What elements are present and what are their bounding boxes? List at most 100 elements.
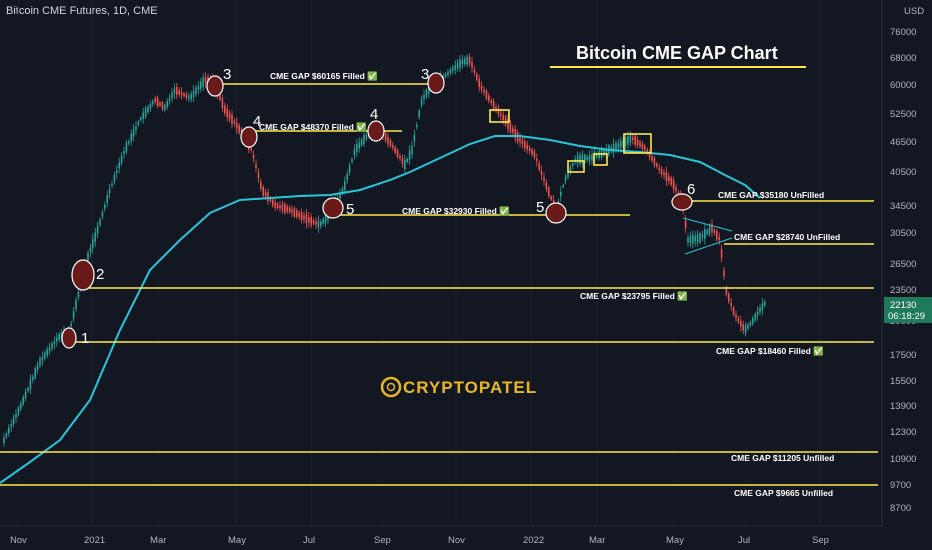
candle-body [159, 102, 161, 106]
candle-body [629, 135, 632, 143]
candle-body [94, 232, 96, 242]
candle-body [408, 150, 411, 160]
candle-body [89, 248, 92, 253]
candle-body [665, 172, 668, 181]
candle-body [123, 151, 125, 155]
time-tick-label: Mar [150, 535, 166, 546]
watermark: CRYPTOPATEL [380, 376, 536, 398]
candle-body [466, 56, 468, 65]
candle-body [668, 176, 670, 182]
price-tick-label: 15500 [890, 376, 916, 387]
candle-body [219, 94, 221, 100]
candle-body [725, 287, 728, 295]
price-tick-label: 30500 [890, 228, 916, 239]
candle-body [276, 203, 279, 209]
candle-body [471, 62, 473, 68]
candle-body [576, 155, 579, 164]
candle-body [574, 158, 576, 162]
time-tick-label: 2021 [84, 535, 105, 546]
candle-body [92, 239, 94, 249]
time-axis[interactable]: Nov 2021 Mar May Jul Sep Nov 2022 Mar May Jul Sep [10, 535, 829, 546]
candle-body [135, 126, 137, 130]
candle-body [226, 108, 228, 117]
candle-body [188, 96, 190, 99]
candle-body [202, 77, 204, 87]
time-tick-label: Jul [738, 535, 750, 546]
candle-body [147, 106, 149, 113]
gap-lines [0, 66, 878, 486]
candle-body [394, 147, 396, 153]
grid [17, 0, 821, 526]
candle-body [418, 110, 420, 118]
candle-body [588, 155, 591, 162]
candle-body [296, 210, 298, 217]
candle-body [761, 303, 764, 311]
candle-body [512, 128, 514, 133]
marker-number: 3 [223, 66, 231, 83]
candle-body [5, 433, 8, 437]
candle-body [387, 136, 389, 144]
price-axis[interactable]: 76000 68000 60000 52500 46500 40500 34500 30500… [890, 27, 916, 514]
candle-body [660, 169, 663, 174]
candle-body [538, 162, 540, 170]
candle-body [293, 207, 296, 217]
candle-body [711, 224, 713, 232]
candle-body [204, 77, 207, 84]
candle-body [58, 334, 60, 341]
candle-body [497, 108, 500, 114]
candle-body [320, 221, 322, 227]
watermark-logo-icon [380, 376, 402, 398]
gap-label: CME GAP $11205 Unfilled [731, 453, 834, 463]
candle-body [173, 88, 176, 94]
candle-body [502, 114, 504, 121]
candle-body [704, 229, 706, 239]
candle-body [137, 121, 140, 125]
candle-body [284, 203, 286, 213]
candle-body [747, 324, 749, 329]
candle-body [564, 176, 567, 181]
wave-markers: 1 2 3 3 4 4 5 5 6 [61, 66, 695, 349]
price-tick-label: 34500 [890, 201, 916, 212]
candle-body [526, 144, 528, 150]
candle-body [176, 87, 178, 95]
candle-body [452, 67, 454, 71]
candle-body [545, 182, 548, 190]
candle-body [305, 214, 308, 224]
highlight-box [567, 160, 585, 173]
candle-body [557, 200, 560, 204]
candle-body [620, 141, 622, 148]
candle-body [401, 158, 404, 164]
candle-body [425, 90, 428, 97]
marker-number: 5 [346, 201, 354, 218]
candle-body [106, 195, 108, 203]
marker-number: 6 [687, 181, 695, 198]
candle-body [572, 163, 574, 166]
candle-body [567, 170, 569, 178]
candle-body [723, 270, 725, 277]
candle-body [286, 206, 288, 212]
price-tick-label: 12300 [890, 427, 916, 438]
candle-body [514, 128, 516, 139]
candle-body [423, 94, 425, 100]
candle-body [255, 164, 257, 168]
candle-body [166, 101, 168, 107]
candle-body [708, 225, 711, 235]
time-tick-label: 2022 [523, 535, 544, 546]
candle-body [464, 58, 466, 65]
candle-body [156, 97, 159, 107]
candle-body [195, 87, 197, 94]
candle-body [262, 187, 264, 196]
candle-body [27, 387, 29, 392]
price-tick-label: 23500 [890, 285, 916, 296]
candle-body [3, 437, 5, 443]
candle-body [740, 320, 742, 327]
candle-body [192, 90, 195, 97]
time-tick-label: Sep [374, 535, 391, 546]
marker-number: 5 [536, 199, 544, 216]
marker-circle [322, 197, 344, 219]
candle-body [108, 189, 111, 194]
candle-body [699, 233, 701, 243]
candle-body [252, 154, 255, 159]
candle-body [298, 212, 300, 218]
